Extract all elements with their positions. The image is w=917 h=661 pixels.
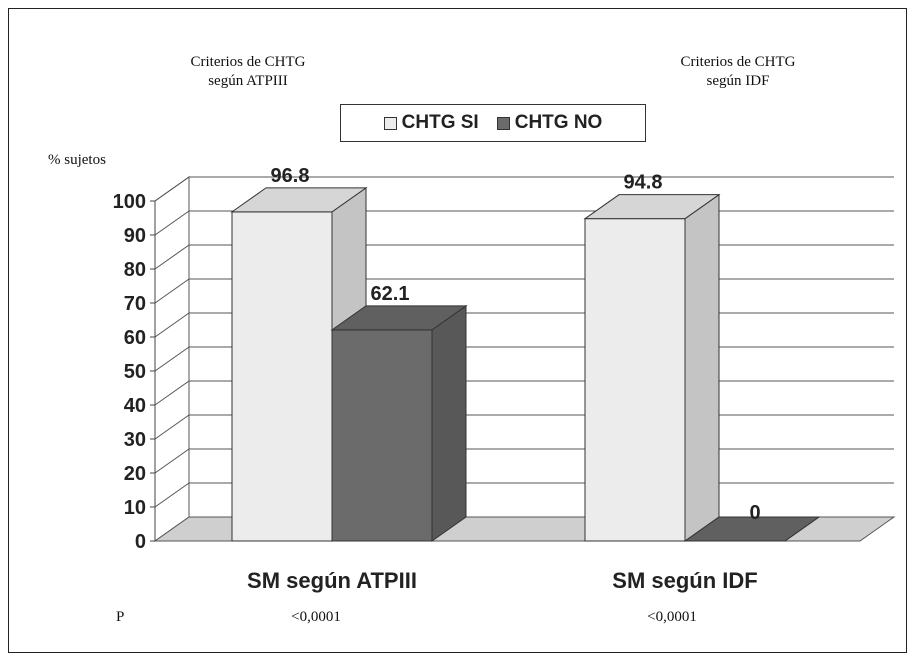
legend-entry-chtg-si: CHTG SI bbox=[383, 112, 479, 134]
y-tick-label: 30 bbox=[124, 429, 146, 451]
y-tick-label: 80 bbox=[124, 259, 146, 281]
gridline-side bbox=[154, 414, 190, 440]
chart-legend: CHTG SI CHTG NO bbox=[340, 104, 646, 142]
y-tick-label: 90 bbox=[124, 225, 146, 247]
data-labels: 96.8 62.1 94.8 0 bbox=[271, 165, 761, 524]
left-criteria-title-line2: según ATPIII bbox=[208, 73, 288, 89]
bar-chtg-si-idf bbox=[583, 193, 721, 542]
data-label: 0 bbox=[749, 502, 760, 524]
y-axis-label: % sujetos bbox=[48, 152, 106, 168]
gridline-side bbox=[154, 244, 190, 270]
bar-front-face bbox=[584, 218, 686, 542]
y-tick-label: 0 bbox=[135, 531, 146, 553]
y-tick-label: 10 bbox=[124, 497, 146, 519]
bar-front-face bbox=[331, 329, 433, 542]
legend-swatch-chtg-no bbox=[496, 116, 510, 130]
bar-side-face bbox=[684, 193, 720, 542]
y-tick-label: 40 bbox=[124, 395, 146, 417]
bar-top-face bbox=[583, 194, 721, 220]
category-labels: SM según ATPIII SM según IDF bbox=[247, 568, 758, 593]
bar-chtg-no-idf bbox=[683, 516, 821, 542]
right-criteria-title-line2: según IDF bbox=[706, 73, 770, 89]
legend-swatch-chtg-si bbox=[383, 116, 397, 130]
bar-top-face bbox=[330, 305, 468, 331]
gridline-side bbox=[154, 346, 190, 372]
bars bbox=[230, 186, 821, 542]
y-tick-label: 20 bbox=[124, 463, 146, 485]
legend-label-chtg-si: CHTG SI bbox=[401, 112, 479, 133]
bar-top-face bbox=[683, 516, 821, 542]
p-value-idf: <0,0001 bbox=[647, 609, 697, 625]
left-criteria-title: Criterios de CHTG según ATPIII bbox=[158, 53, 338, 91]
data-label: 62.1 bbox=[371, 283, 410, 305]
bar-front-face bbox=[231, 211, 333, 542]
legend-label-chtg-no: CHTG NO bbox=[514, 112, 603, 133]
y-tick-label: 70 bbox=[124, 293, 146, 315]
gridline-side bbox=[154, 380, 190, 406]
category-label: SM según ATPIII bbox=[247, 568, 417, 593]
y-tick-label: 100 bbox=[113, 191, 146, 213]
gridline-side bbox=[154, 448, 190, 474]
y-tick-label: 50 bbox=[124, 361, 146, 383]
gridline-side bbox=[154, 210, 190, 236]
data-label: 94.8 bbox=[624, 172, 663, 194]
data-label: 96.8 bbox=[271, 165, 310, 187]
gridline-side bbox=[154, 482, 190, 508]
bar-side-face bbox=[431, 304, 467, 542]
p-label: P bbox=[116, 609, 125, 625]
p-value-atpiii: <0,0001 bbox=[291, 609, 341, 625]
gridline-side bbox=[154, 176, 190, 202]
right-criteria-title-line1: Criterios de CHTG bbox=[680, 54, 796, 70]
right-criteria-title: Criterios de CHTG según IDF bbox=[648, 53, 828, 91]
left-criteria-title-line1: Criterios de CHTG bbox=[190, 54, 306, 70]
y-axis: 0 10 20 30 40 50 60 70 80 90 100 bbox=[113, 191, 156, 553]
gridline-side bbox=[154, 278, 190, 304]
bar-chtg-no-atpiii bbox=[330, 304, 468, 542]
legend-entry-chtg-no: CHTG NO bbox=[496, 112, 603, 134]
category-label: SM según IDF bbox=[612, 568, 757, 593]
y-tick-label: 60 bbox=[124, 327, 146, 349]
gridline-side bbox=[154, 312, 190, 338]
bar-top-face bbox=[230, 187, 368, 213]
